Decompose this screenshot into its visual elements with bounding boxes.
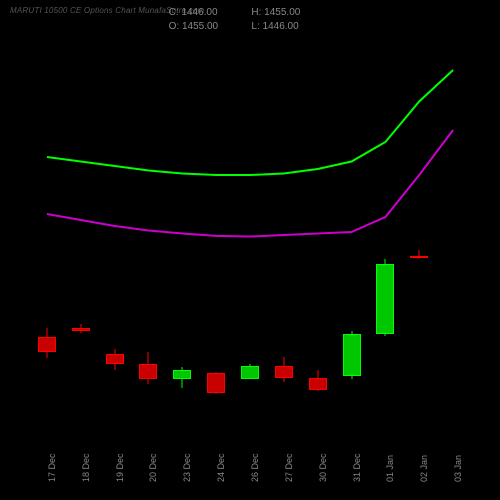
candle	[207, 40, 225, 430]
x-axis: 17 Dec 18 Dec 19 Dec 20 Dec 23 Dec 24 Dec 26 D…	[30, 430, 470, 500]
candle-body	[309, 378, 327, 390]
candle	[38, 40, 56, 430]
candle	[72, 40, 90, 430]
x-tick-label: 02 Jan	[419, 455, 429, 482]
x-tick-label: 20 Dec	[148, 453, 158, 482]
candle-body	[410, 256, 428, 258]
x-tick-label: 24 Dec	[216, 453, 226, 482]
x-tick-label: 27 Dec	[284, 453, 294, 482]
candle-body	[275, 366, 293, 378]
o-value: 1455.00	[182, 21, 218, 32]
candle-body	[241, 366, 259, 380]
candle-body	[173, 370, 191, 379]
x-tick-label: 26 Dec	[250, 453, 260, 482]
candle	[376, 40, 394, 430]
x-tick-label: 19 Dec	[115, 453, 125, 482]
candle-body	[376, 264, 394, 335]
x-tick-label: 03 Jan	[453, 455, 463, 482]
c-value: 1446.00	[181, 7, 217, 18]
h-label: H:	[251, 7, 261, 18]
candle	[173, 40, 191, 430]
x-tick-label: 23 Dec	[182, 453, 192, 482]
l-label: L:	[251, 21, 259, 32]
x-tick-label: 31 Dec	[352, 453, 362, 482]
x-tick-label: 01 Jan	[385, 455, 395, 482]
candle	[343, 40, 361, 430]
plot-area	[30, 40, 470, 430]
candle	[106, 40, 124, 430]
c-label: C:	[169, 7, 179, 18]
h-value: 1455.00	[264, 7, 300, 18]
candle	[410, 40, 428, 430]
x-tick-label: 30 Dec	[318, 453, 328, 482]
candle-body	[106, 354, 124, 365]
x-tick-label: 18 Dec	[81, 453, 91, 482]
candle-body	[139, 364, 157, 379]
candle	[241, 40, 259, 430]
candle	[309, 40, 327, 430]
candle-body	[207, 373, 225, 393]
candle-body	[38, 337, 56, 352]
x-tick-label: 17 Dec	[47, 453, 57, 482]
candle	[275, 40, 293, 430]
l-value: 1446.00	[263, 21, 299, 32]
o-label: O:	[169, 21, 180, 32]
candle-body	[72, 328, 90, 331]
candle	[139, 40, 157, 430]
candle-body	[343, 334, 361, 376]
ohlc-readout: C: 1446.00 H: 1455.00 O: 1455.00 L: 1446…	[169, 6, 332, 34]
